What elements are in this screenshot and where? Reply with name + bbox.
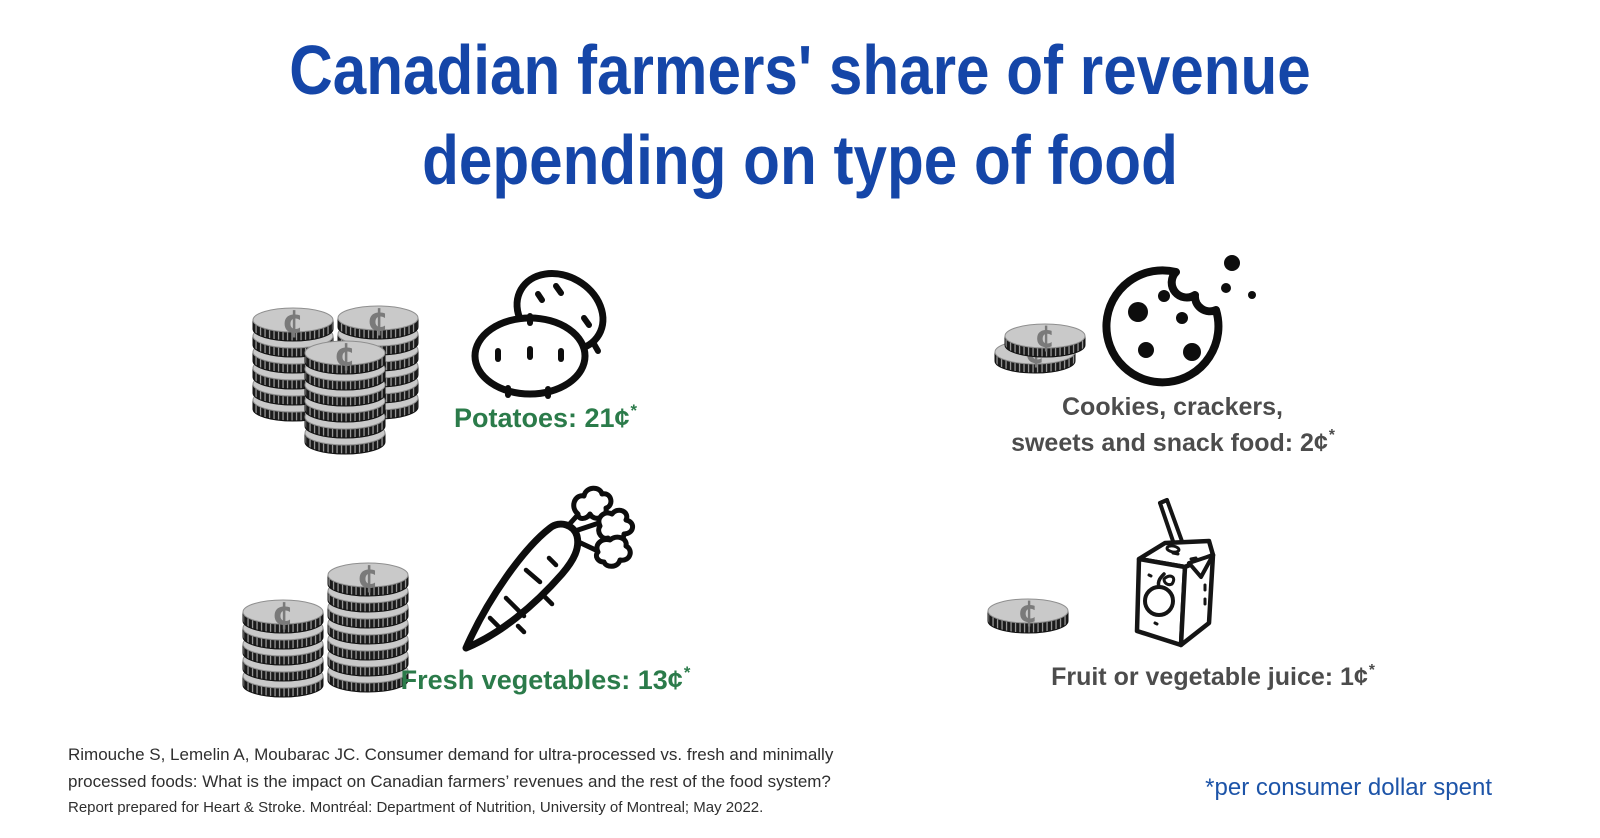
svg-text:¢: ¢ [367, 301, 389, 339]
cookies-value-text: sweets and snack food: 2¢ [1011, 428, 1328, 457]
juice-value-text: Fruit or vegetable juice: 1¢ [1051, 663, 1368, 691]
coin-stack: ¢ ¢ ¢ [252, 301, 419, 455]
cookies-value-label: Cookies, crackers, sweets and snack food… [1000, 390, 1345, 461]
page-title-line-1: Canadian farmers' share of revenue [289, 31, 1311, 109]
page-title-line-2: depending on type of food [422, 120, 1178, 199]
cookies-asterisk: * [1328, 427, 1335, 445]
fresh-vegetables-value-text: Fresh vegetables: 13¢ [400, 665, 683, 695]
citation-report-line: Report prepared for Heart & Stroke. Mont… [68, 799, 764, 817]
svg-text:¢: ¢ [1018, 595, 1039, 630]
fresh-vegetables-value-label: Fresh vegetables: 13¢* [395, 663, 695, 696]
potatoes-icon [471, 270, 607, 399]
potatoes-asterisk: * [630, 401, 638, 420]
svg-text:¢: ¢ [357, 558, 379, 596]
coin-stack: ¢¢ [994, 320, 1086, 374]
potatoes-value-text: Potatoes: 21¢ [453, 403, 630, 433]
juice-value-label: Fruit or vegetable juice: 1¢* [1035, 660, 1390, 696]
svg-text:¢: ¢ [282, 303, 304, 341]
footnote-per-dollar: *per consumer dollar spent [1205, 774, 1492, 801]
svg-text:¢: ¢ [334, 336, 356, 374]
potatoes-value-label: Potatoes: 21¢* [420, 401, 670, 434]
citation: Rimouche S, Lemelin A, Moubarac JC. Cons… [68, 742, 913, 818]
fresh-vegetables-asterisk: * [683, 663, 691, 682]
cookie-icon [1102, 255, 1256, 387]
cookies-value-line-1: Cookies, crackers, [1062, 393, 1283, 421]
juice-box-icon [1134, 498, 1216, 648]
citation-reference: Rimouche S, Lemelin A, Moubarac JC. Cons… [68, 745, 834, 791]
svg-text:¢: ¢ [272, 595, 294, 633]
svg-text:¢: ¢ [1035, 320, 1056, 355]
cookies-value-line-2: sweets and snack food: 2¢* [1000, 426, 1345, 462]
page-title: Canadian farmers' share of revenue depen… [0, 26, 1600, 205]
carrot-icon [462, 485, 635, 652]
juice-asterisk: * [1368, 661, 1375, 679]
coin-stack: ¢¢ [242, 558, 409, 698]
coin-stack: ¢ [987, 595, 1069, 634]
